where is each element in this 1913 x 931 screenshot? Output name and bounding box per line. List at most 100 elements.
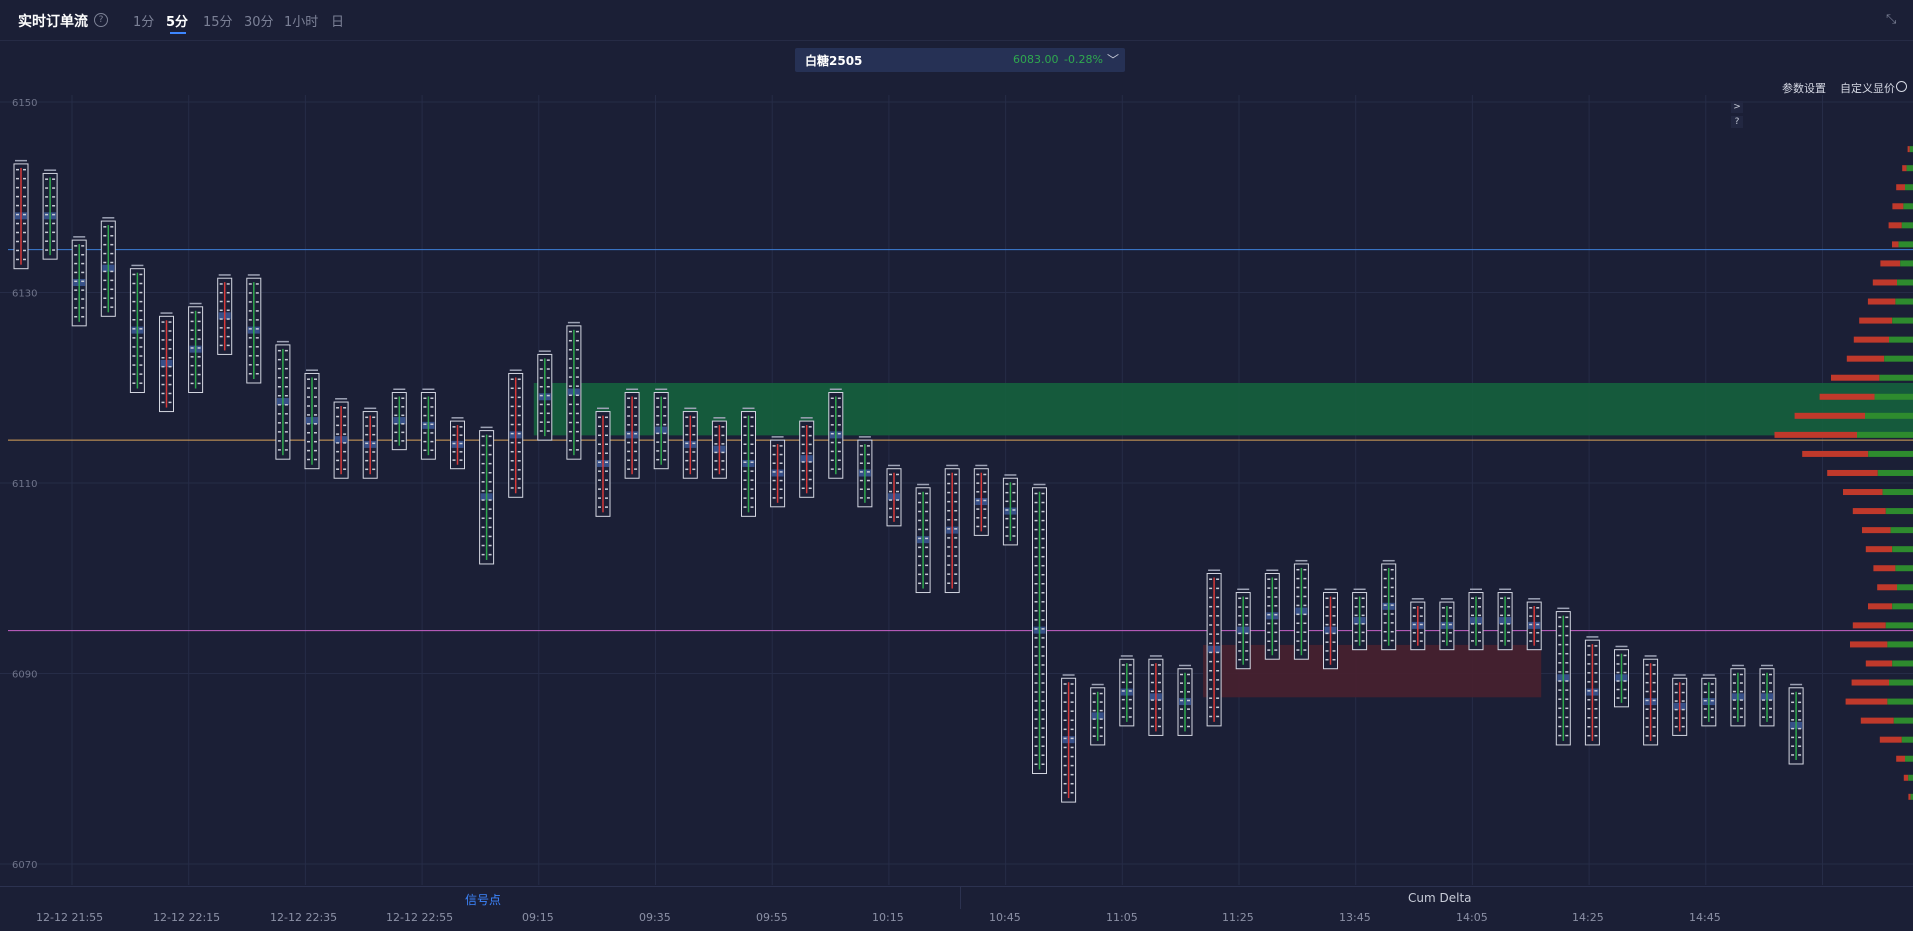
footprint-cell-bid [656,397,660,400]
question-button[interactable]: ? [1731,116,1743,128]
tab-signal-points[interactable]: 信号点 [465,893,502,907]
footprint-cell-bid [510,414,514,417]
footprint-cell-ask [1216,715,1220,718]
footprint-cell-bid [656,406,660,408]
profile-buy-bar [1892,317,1913,324]
footprint-cell-ask [1041,700,1045,702]
footprint-cell-bid [1209,642,1213,645]
tab-1min[interactable]: 1分 [133,15,155,30]
footprint-cell-bid [1063,737,1067,740]
collapse-arrows-icon[interactable]: ⤡ [1886,12,1897,27]
footprint-cell-ask [372,442,376,445]
footprint-cell-bid [1354,631,1358,634]
footprint-cell-bid [1209,605,1213,608]
tab-30min[interactable]: 30分 [244,15,274,30]
footprint-cell-bid [16,213,19,216]
footprint-cell-bid [510,460,514,462]
footprint-cell-ask [1303,595,1307,598]
profile-sell-bar [1860,717,1894,724]
candle-header-mark [393,388,406,391]
footprint-cell-ask [1041,628,1045,630]
footprint-cell-ask [1594,708,1598,710]
footprint-cell-ask [1216,624,1220,626]
footprint-cell-bid [1441,632,1445,634]
footprint-cell-bid [1034,637,1038,639]
footprint-cell-ask [1216,706,1220,709]
footprint-cell-ask [1478,640,1481,642]
tab-15min[interactable]: 15分 [203,15,233,30]
params-settings-button[interactable]: 参数设置 [1782,82,1826,95]
footprint-cell-ask [517,441,521,444]
footprint-cell-bid [1529,632,1533,634]
footprint-cell-ask [517,378,521,380]
footprint-cell-ask [1070,683,1074,685]
footprint-cell-ask [1332,650,1336,652]
profile-sell-bar [1877,584,1897,591]
footprint-cell-ask [1710,683,1714,685]
footprint-cell-ask [954,555,958,557]
footprint-cell-bid [1441,640,1445,642]
footprint-cell-ask [954,582,958,584]
footprint-cell-ask [226,309,230,312]
footprint-cell-ask [634,450,638,453]
footprint-cell-bid [1354,623,1358,625]
footprint-cell-bid [1325,623,1329,626]
footprint-cell-bid [452,442,456,445]
footprint-cell-ask [1274,578,1278,580]
footprint-cell-bid [248,337,252,339]
symbol-selector[interactable]: 白糖2505 6083.00 -0.28% ﹀ [795,48,1125,72]
footprint-cell-ask [1332,615,1336,617]
footprint-cell-ask [139,300,143,303]
footprint-cell-ask [1157,725,1161,728]
footprint-cell-bid [1063,719,1067,722]
footprint-cell-ask [1681,691,1685,694]
footprint-cell-ask [1070,728,1074,731]
footprint-cell-bid [685,433,689,436]
footprint-cell-ask [1274,613,1278,616]
footprint-cell-ask [488,508,492,510]
footprint-cell-ask [168,357,172,359]
tab-day[interactable]: 日 [331,15,345,30]
footprint-cell-bid [918,564,922,567]
custom-price-button[interactable]: 自定义显价 [1840,82,1895,95]
footprint-cell-ask [1041,592,1045,594]
tab-5min[interactable]: 5分 [166,15,189,30]
expand-button[interactable]: > [1731,101,1743,113]
profile-sell-bar [1865,660,1893,667]
footprint-cell-ask [430,406,434,408]
footprint-cell-ask [1216,642,1220,645]
footprint-cell-ask [197,320,201,323]
footprint-cell-ask [925,501,929,504]
footprint-cell-ask [1798,727,1802,730]
footprint-cell-bid [1005,535,1009,537]
footprint-cell-bid [45,249,49,251]
footprint-cell-bid [452,426,456,428]
footprint-cell-bid [132,273,136,276]
footprint-cell-ask [1769,699,1772,701]
footprint-cell-bid [859,479,863,482]
footprint-cell-ask [488,444,492,447]
footprint-cell-bid [1121,716,1125,718]
clock-icon[interactable] [1896,81,1907,92]
help-icon[interactable]: ? [94,13,108,27]
footprint-cell-ask [779,497,783,499]
footprint-cell-bid [918,546,922,549]
footprint-cell-ask [459,434,463,436]
footprint-cell-bid [1762,707,1765,710]
footprint-cell-ask [314,405,317,407]
tab-cum-delta[interactable]: Cum Delta [1408,891,1472,905]
footprint-cell-bid [510,450,514,453]
x-tick-label: 10:15 [872,911,904,924]
footprint-cell-ask [866,453,870,456]
profile-buy-bar [1885,508,1913,515]
footprint-cell-ask [314,414,317,416]
footprint-cell-bid [830,406,834,408]
footprint-cell-ask [896,507,899,510]
footprint-cell-bid [103,252,107,255]
footprint-cell-ask [372,459,376,462]
tab-1hour[interactable]: 1小时 [284,15,319,30]
candle-header-mark [626,388,639,391]
footprint-cell-ask [575,339,579,342]
footprint-cell-ask [837,424,841,426]
footprint-cell-ask [314,440,317,443]
